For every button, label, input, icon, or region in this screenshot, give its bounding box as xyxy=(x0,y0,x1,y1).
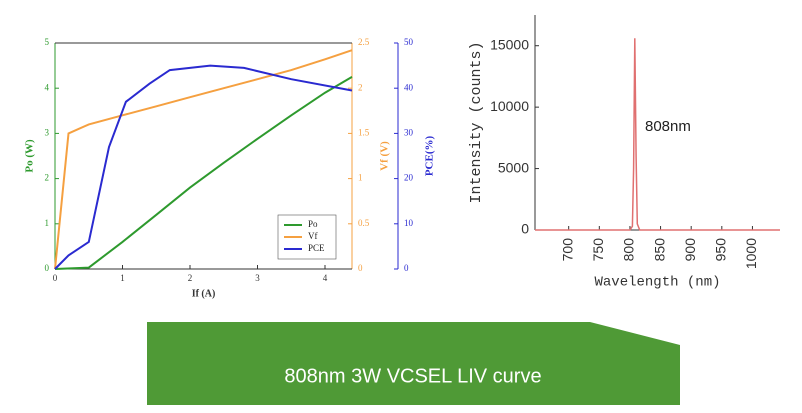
y-tick-label: 4 xyxy=(45,82,50,92)
legend-label: Po xyxy=(308,219,318,229)
y-tick-label: 30 xyxy=(404,127,414,137)
x-tick-label: 1000 xyxy=(743,238,759,269)
x-tick-label: 3 xyxy=(255,273,260,283)
x-tick-label: 2 xyxy=(188,273,193,283)
y-tick-label: 0 xyxy=(45,263,50,273)
x-tick-label: 4 xyxy=(323,273,328,283)
caption-banner xyxy=(147,322,680,405)
y-tick-label: 0 xyxy=(521,221,529,237)
x-tick-label: 850 xyxy=(651,238,667,262)
y-tick-label: 0.5 xyxy=(358,218,370,228)
annotation: 808nm xyxy=(645,118,691,135)
x-tick-label: 800 xyxy=(621,238,637,262)
axis-title: If (A) xyxy=(192,288,216,299)
axis-title: Wavelength (nm) xyxy=(594,275,720,291)
axis-title: PCE(%) xyxy=(424,136,436,177)
y-tick-label: 0 xyxy=(404,263,409,273)
y-tick-label: 2.5 xyxy=(358,37,370,47)
axis-title: Vf (V) xyxy=(379,141,391,171)
y-tick-label: 5000 xyxy=(498,159,529,175)
y-tick-label: 3 xyxy=(45,127,50,137)
y-tick-label: 2 xyxy=(358,82,363,92)
data-line xyxy=(54,49,353,270)
y-tick-label: 2 xyxy=(45,173,50,183)
y-tick-label: 1 xyxy=(45,218,50,228)
x-tick-label: 1 xyxy=(120,273,125,283)
x-tick-label: 750 xyxy=(590,238,606,262)
y-tick-label: 10000 xyxy=(490,98,529,114)
legend-label: Vf xyxy=(308,231,318,241)
legend-label: PCE xyxy=(308,243,325,253)
y-tick-label: 1 xyxy=(358,173,363,183)
y-tick-label: 20 xyxy=(404,173,414,183)
data-line xyxy=(54,64,353,270)
axis-title: Intensity (counts) xyxy=(468,41,485,203)
y-tick-label: 1.5 xyxy=(358,127,370,137)
data-line xyxy=(54,76,353,270)
caption: 808nm 3W VCSEL LIV curve xyxy=(284,365,541,387)
x-tick-label: 950 xyxy=(713,238,729,262)
y-tick-label: 15000 xyxy=(490,36,529,52)
y-tick-label: 40 xyxy=(404,82,414,92)
y-tick-label: 0 xyxy=(358,263,363,273)
axis-title: Po (W) xyxy=(24,139,36,173)
y-tick-label: 50 xyxy=(404,37,414,47)
x-tick-label: 0 xyxy=(53,273,58,283)
data-line xyxy=(535,38,780,231)
y-tick-label: 5 xyxy=(45,37,50,47)
x-tick-label: 700 xyxy=(559,238,575,262)
x-tick-label: 900 xyxy=(682,238,698,262)
y-tick-label: 10 xyxy=(404,218,414,228)
